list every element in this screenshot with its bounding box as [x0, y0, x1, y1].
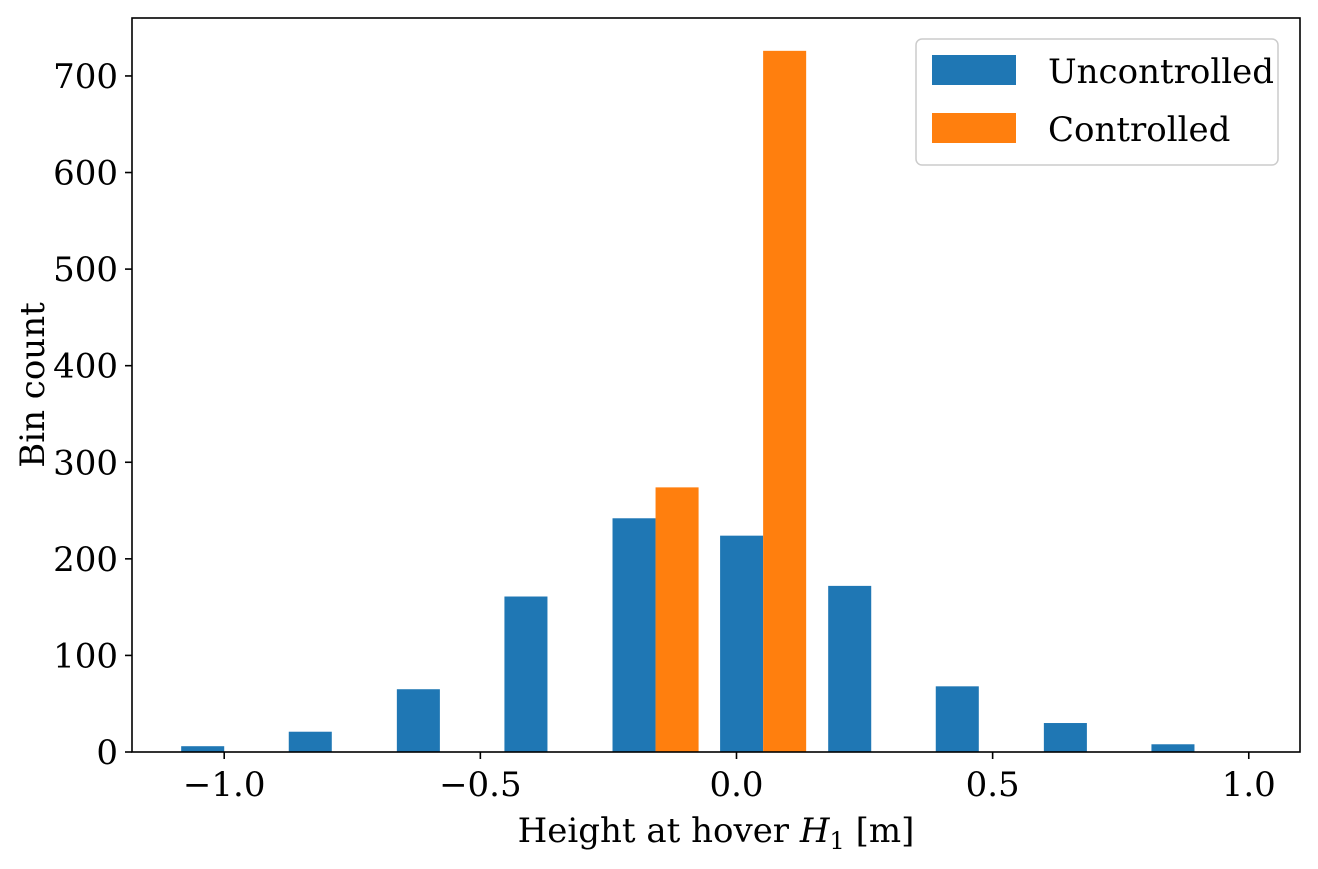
x-tick-label: 1.0: [1222, 765, 1276, 805]
bar-uncontrolled-4: [612, 518, 656, 752]
y-tick-label: 400: [53, 347, 118, 387]
bar-uncontrolled-7: [935, 686, 979, 752]
legend: Uncontrolled Controlled: [915, 38, 1279, 166]
plot-frame: [131, 17, 1301, 753]
bar-uncontrolled-1: [288, 731, 332, 752]
y-tick-label: 0: [96, 733, 118, 773]
y-axis-label: Bin count: [13, 302, 53, 468]
legend-swatch-uncontrolled: [932, 55, 1016, 85]
bars-layer: [181, 50, 1195, 752]
y-tick-label: 700: [53, 57, 118, 97]
y-axis-ticks: 0 100 200 300 400 500 600 700: [53, 57, 132, 773]
bar-uncontrolled-9: [1151, 744, 1195, 752]
x-axis-ticks: −1.0 −0.5 0.0 0.5 1.0: [183, 752, 1276, 805]
y-tick-label: 300: [53, 443, 118, 483]
x-axis-label: Height at hover H1 [m]: [518, 811, 915, 855]
x-tick-label: 0.0: [709, 765, 763, 805]
bar-uncontrolled-2: [396, 689, 440, 752]
bar-uncontrolled-8: [1043, 723, 1087, 752]
bar-controlled-1: [763, 50, 807, 752]
y-tick-label: 600: [53, 154, 118, 194]
bar-uncontrolled-6: [828, 585, 872, 752]
bar-controlled-0: [655, 487, 699, 752]
x-axis-label-prefix: Height at hover: [518, 811, 800, 851]
x-tick-label: −1.0: [183, 765, 266, 805]
legend-label-uncontrolled: Uncontrolled: [1048, 52, 1274, 92]
bar-uncontrolled-0: [181, 746, 225, 752]
y-tick-label: 200: [53, 540, 118, 580]
x-tick-label: 0.5: [966, 765, 1020, 805]
legend-swatch-controlled: [932, 113, 1016, 143]
legend-label-controlled: Controlled: [1048, 110, 1230, 150]
x-tick-label: −0.5: [439, 765, 522, 805]
bar-uncontrolled-3: [504, 596, 548, 752]
x-axis-label-suffix: [m]: [845, 811, 915, 851]
y-tick-label: 500: [53, 250, 118, 290]
x-axis-label-sub: 1: [830, 827, 845, 855]
x-axis-label-var: H: [799, 811, 831, 851]
y-tick-label: 100: [53, 636, 118, 676]
bar-uncontrolled-5: [720, 535, 764, 752]
